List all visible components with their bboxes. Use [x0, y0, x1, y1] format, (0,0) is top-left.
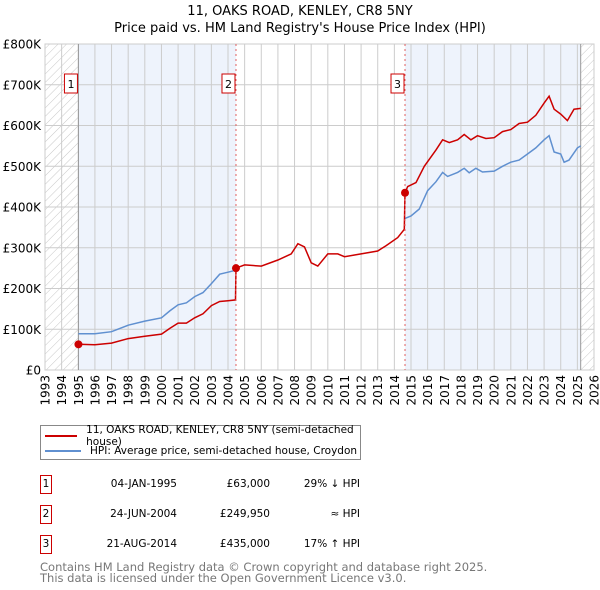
x-tick-label: 2015: [405, 375, 419, 406]
x-tick-label: 1995: [72, 375, 86, 406]
y-tick-label: £700K: [3, 78, 43, 92]
legend-item-hpi: HPI: Average price, semi-detached house,…: [45, 444, 357, 458]
x-tick-label: 2014: [388, 375, 402, 406]
legend-swatch-red: [45, 435, 78, 437]
legend-swatch-blue: [45, 450, 81, 452]
legend: 11, OAKS ROAD, KENLEY, CR8 5NY (semi-det…: [40, 424, 361, 460]
footer-copyright: Contains HM Land Registry data © Crown c…: [40, 560, 488, 574]
chart-title: 11, OAKS ROAD, KENLEY, CR8 5NY: [187, 4, 413, 19]
x-tick-label: 1994: [55, 375, 69, 406]
sale-row: 3 21-AUG-2014 £435,000 17% ↑ HPI: [40, 535, 360, 555]
x-tick-label: 2013: [371, 375, 385, 406]
footer-licence: This data is licensed under the Open Gov…: [40, 571, 407, 585]
sale-point: [401, 188, 410, 197]
x-tick-label: 2024: [554, 375, 568, 406]
x-tick-label: 2017: [438, 375, 452, 406]
sale-price: £63,000: [226, 478, 270, 490]
x-tick-label: 1993: [39, 375, 53, 406]
sale-number: 2: [40, 505, 52, 524]
x-tick-label: 2012: [355, 375, 369, 406]
x-tick-label: 2021: [504, 375, 518, 406]
x-tick-label: 2002: [188, 375, 202, 406]
x-tick-label: 2010: [321, 375, 335, 406]
x-tick-label: 2003: [205, 375, 219, 406]
sale-hpi: ≈ HPI: [330, 508, 360, 520]
x-tick-label: 1998: [122, 375, 136, 406]
legend-item-property: 11, OAKS ROAD, KENLEY, CR8 5NY (semi-det…: [45, 424, 360, 448]
sale-date: 24-JUN-2004: [110, 508, 177, 520]
x-tick-label: 1999: [138, 375, 152, 406]
sale-point: [74, 340, 83, 349]
sale-row: 2 24-JUN-2004 £249,950 ≈ HPI: [40, 505, 360, 525]
y-tick-label: £100K: [3, 323, 43, 337]
x-tick-label: 2016: [421, 375, 435, 406]
hpi-line: [78, 134, 582, 335]
sale-number: 3: [40, 535, 52, 554]
sale-label: 3: [394, 78, 401, 91]
y-tick-label: £300K: [3, 241, 43, 255]
sale-hpi: 29% ↓ HPI: [303, 478, 360, 490]
y-tick-label: £400K: [3, 201, 43, 215]
x-tick-label: 2025: [571, 375, 585, 406]
legend-label: HPI: Average price, semi-detached house,…: [90, 445, 358, 457]
x-tick-label: 2007: [271, 375, 285, 406]
sale-hpi: 17% ↑ HPI: [303, 538, 360, 550]
y-tick-label: £600K: [3, 119, 43, 133]
x-tick-label: 1996: [88, 375, 102, 406]
x-tick-label: 2019: [471, 375, 485, 406]
y-tick-label: £500K: [3, 160, 43, 174]
sale-date: 21-AUG-2014: [106, 538, 177, 550]
x-tick-label: 2001: [172, 375, 186, 406]
sale-label: 1: [67, 78, 74, 91]
sale-label-box: [221, 73, 236, 94]
y-tick-label: £800K: [3, 38, 43, 52]
x-tick-label: 2022: [521, 375, 535, 406]
sale-price: £249,950: [219, 508, 270, 520]
y-tick-label: £0: [26, 364, 41, 378]
sale-label-box: [390, 73, 405, 94]
x-tick-label: 2004: [222, 375, 236, 406]
sale-point: [231, 264, 240, 273]
x-tick-label: 2018: [454, 375, 468, 406]
x-tick-label: 2006: [255, 375, 269, 406]
sale-label-box: [63, 73, 78, 94]
x-tick-label: 2009: [305, 375, 319, 406]
x-tick-label: 1997: [105, 375, 119, 406]
sale-price: £435,000: [219, 538, 270, 550]
plot-frame: [44, 43, 595, 371]
x-tick-label: 2005: [238, 375, 252, 406]
y-tick-label: £200K: [3, 282, 43, 296]
sale-row: 1 04-JAN-1995 £63,000 29% ↓ HPI: [40, 475, 360, 495]
x-tick-label: 2011: [338, 375, 352, 406]
x-tick-label: 2023: [538, 375, 552, 406]
x-tick-label: 2008: [288, 375, 302, 406]
sale-date: 04-JAN-1995: [110, 478, 177, 490]
chart-subtitle: Price paid vs. HM Land Registry's House …: [114, 21, 486, 36]
x-tick-label: 2026: [588, 375, 600, 406]
sale-number: 1: [40, 475, 52, 494]
x-tick-label: 2020: [488, 375, 502, 406]
sale-label: 2: [225, 78, 232, 91]
legend-label: 11, OAKS ROAD, KENLEY, CR8 5NY (semi-det…: [86, 424, 354, 448]
x-tick-label: 2000: [155, 375, 169, 406]
property-price-line: [78, 94, 581, 346]
